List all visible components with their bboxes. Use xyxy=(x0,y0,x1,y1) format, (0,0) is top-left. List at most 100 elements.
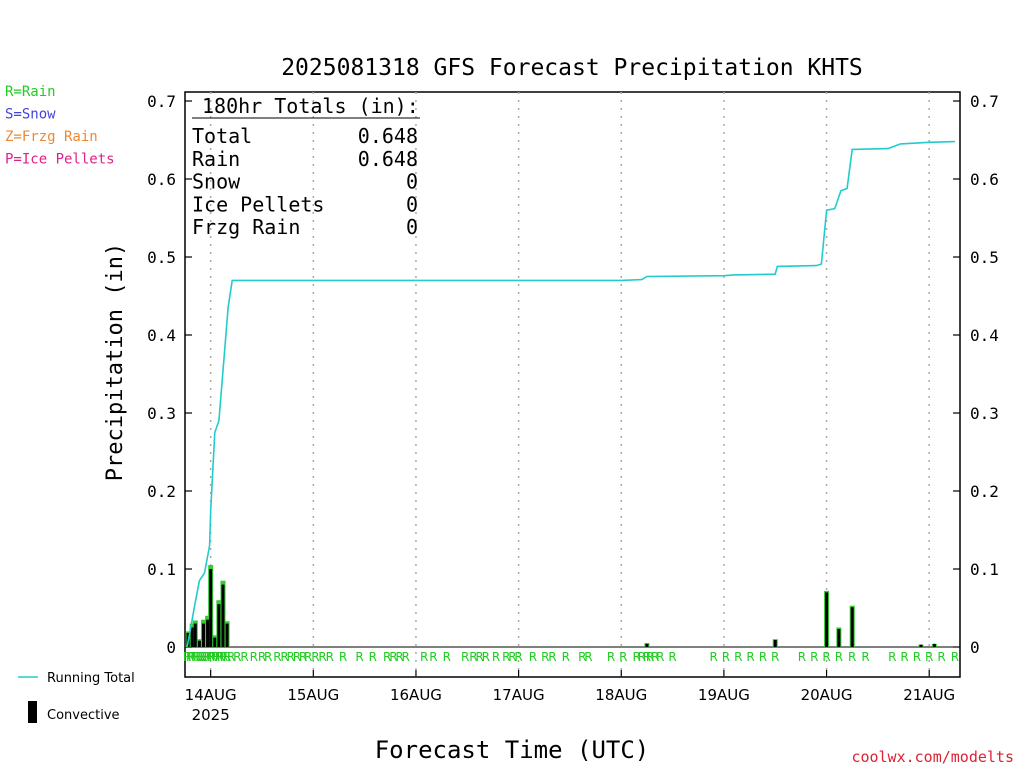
precip-type-mark: R xyxy=(299,650,307,664)
precip-type-mark: R xyxy=(646,650,654,664)
totals-value: 0 xyxy=(406,170,418,194)
totals-label: Rain xyxy=(192,147,240,171)
precip-type-mark: R xyxy=(201,650,209,664)
y-tick-label-left: 0.1 xyxy=(147,560,176,579)
plot-frame xyxy=(184,91,961,678)
precip-type-mark: R xyxy=(668,650,676,664)
x-tick-sublabel: 2025 xyxy=(192,706,230,724)
totals-label: Frzg Rain xyxy=(192,215,300,239)
precip-type-mark: R xyxy=(651,650,659,664)
precip-type-mark: R xyxy=(227,650,235,664)
y-tick-label-right: 0.3 xyxy=(970,404,999,423)
convective-bar xyxy=(919,644,923,647)
precip-type-mark: R xyxy=(632,650,640,664)
precip-type-mark: R xyxy=(482,650,490,664)
totals-value: 0 xyxy=(406,192,418,216)
precip-type-mark: R xyxy=(258,650,266,664)
precip-type-mark: R xyxy=(643,650,651,664)
precip-type-mark: R xyxy=(722,650,730,664)
x-axis-label: Forecast Time (UTC) xyxy=(375,736,650,764)
precip-type-mark: R xyxy=(420,650,428,664)
precip-type-mark: R xyxy=(191,650,199,664)
x-tick-label: 18AUG xyxy=(595,686,647,704)
precip-type-mark: R xyxy=(746,650,754,664)
x-tick-label: 19AUG xyxy=(698,686,750,704)
y-axis-label: Precipitation (in) xyxy=(103,243,128,481)
y-tick-label-left: 0.4 xyxy=(147,326,176,345)
convective-bar xyxy=(225,623,229,647)
precip-type-mark: R xyxy=(188,650,196,664)
chart-title: 2025081318 GFS Forecast Precipitation KH… xyxy=(281,55,863,81)
totals-value: 0.648 xyxy=(358,147,418,171)
y-tick-label-right: 0.7 xyxy=(970,92,999,111)
convective-bar xyxy=(217,604,221,647)
precip-type-mark: R xyxy=(240,650,248,664)
precip-type-mark: R xyxy=(734,650,742,664)
precip-type-mark: R xyxy=(759,650,767,664)
y-tick-label-right: 0.5 xyxy=(970,248,999,267)
precip-type-mark: R xyxy=(562,650,570,664)
precip-type-mark: R xyxy=(835,650,843,664)
x-tick-label: 14AUG xyxy=(185,686,237,704)
precip-type-mark: R xyxy=(913,650,921,664)
precip-type-mark: R xyxy=(709,650,717,664)
precip-type-mark: R xyxy=(206,650,214,664)
precip-type-mark: R xyxy=(638,650,646,664)
convective-bar xyxy=(201,623,205,647)
axes: 14AUG 2025 15AUG 16AUG 17AUG 18AUG 19AUG 20AUG 2… xyxy=(147,92,999,724)
convective-bar xyxy=(645,643,649,647)
running-total-line xyxy=(186,140,955,648)
precip-type-mark: R xyxy=(264,650,272,664)
convective-bar xyxy=(221,584,225,647)
precip-type-mark: R xyxy=(461,650,469,664)
convective-bar xyxy=(773,639,777,647)
precip-type-mark: R xyxy=(810,650,818,664)
legend-precip-type: P=Ice Pellets xyxy=(5,152,115,168)
precip-type-mark: R xyxy=(304,650,312,664)
y-tick-label-left: 0 xyxy=(166,638,176,657)
precip-type-mark: R xyxy=(212,650,220,664)
x-tick-label: 21AUG xyxy=(903,686,955,704)
running-total-layer xyxy=(186,140,955,648)
precip-type-mark: R xyxy=(186,650,194,664)
y-tick-label-left: 0.3 xyxy=(147,404,176,423)
precip-type-mark: R xyxy=(197,650,205,664)
totals-label: Ice Pellets xyxy=(192,192,324,216)
precip-type-mark: R xyxy=(220,650,228,664)
y-tick-label-right: 0 xyxy=(970,638,980,657)
precip-type-mark: R xyxy=(250,650,258,664)
x-tick-label: 16AUG xyxy=(390,686,442,704)
precip-type-mark: R xyxy=(951,650,959,664)
legend-convective-swatch xyxy=(28,701,37,723)
legend-running-total-label: Running Total xyxy=(47,671,135,686)
y-tick-label-right: 0.4 xyxy=(970,326,999,345)
precip-type-mark: R xyxy=(529,650,537,664)
y-tick-label-left: 0.2 xyxy=(147,482,176,501)
precip-type-mark: R xyxy=(311,650,319,664)
grid-lines xyxy=(209,92,930,677)
convective-bar xyxy=(850,607,854,647)
precip-type-mark: R xyxy=(888,650,896,664)
precip-type-mark: R xyxy=(798,650,806,664)
legend-precip-type: S=Snow xyxy=(5,107,56,123)
legend-convective-label: Convective xyxy=(47,708,120,723)
totals-value: 0.648 xyxy=(358,124,418,148)
precip-type-mark: R xyxy=(514,650,522,664)
x-tick-label: 17AUG xyxy=(493,686,545,704)
precip-type-mark: R xyxy=(541,650,549,664)
precip-type-mark: R xyxy=(578,650,586,664)
y-tick-label-left: 0.7 xyxy=(147,92,176,111)
legend-precip-type: R=Rain xyxy=(5,84,56,100)
precip-type-mark: R xyxy=(508,650,516,664)
totals-label: Snow xyxy=(192,170,241,194)
precip-type-mark: R xyxy=(287,650,295,664)
precip-type-mark: R xyxy=(771,650,779,664)
precip-type-mark: R xyxy=(217,650,225,664)
precip-type-mark: R xyxy=(215,650,223,664)
precip-type-mark: R xyxy=(548,650,556,664)
totals-value: 0 xyxy=(406,215,418,239)
convective-bar xyxy=(193,623,197,647)
convective-bar xyxy=(213,637,217,647)
precip-type-mark: R xyxy=(326,650,334,664)
